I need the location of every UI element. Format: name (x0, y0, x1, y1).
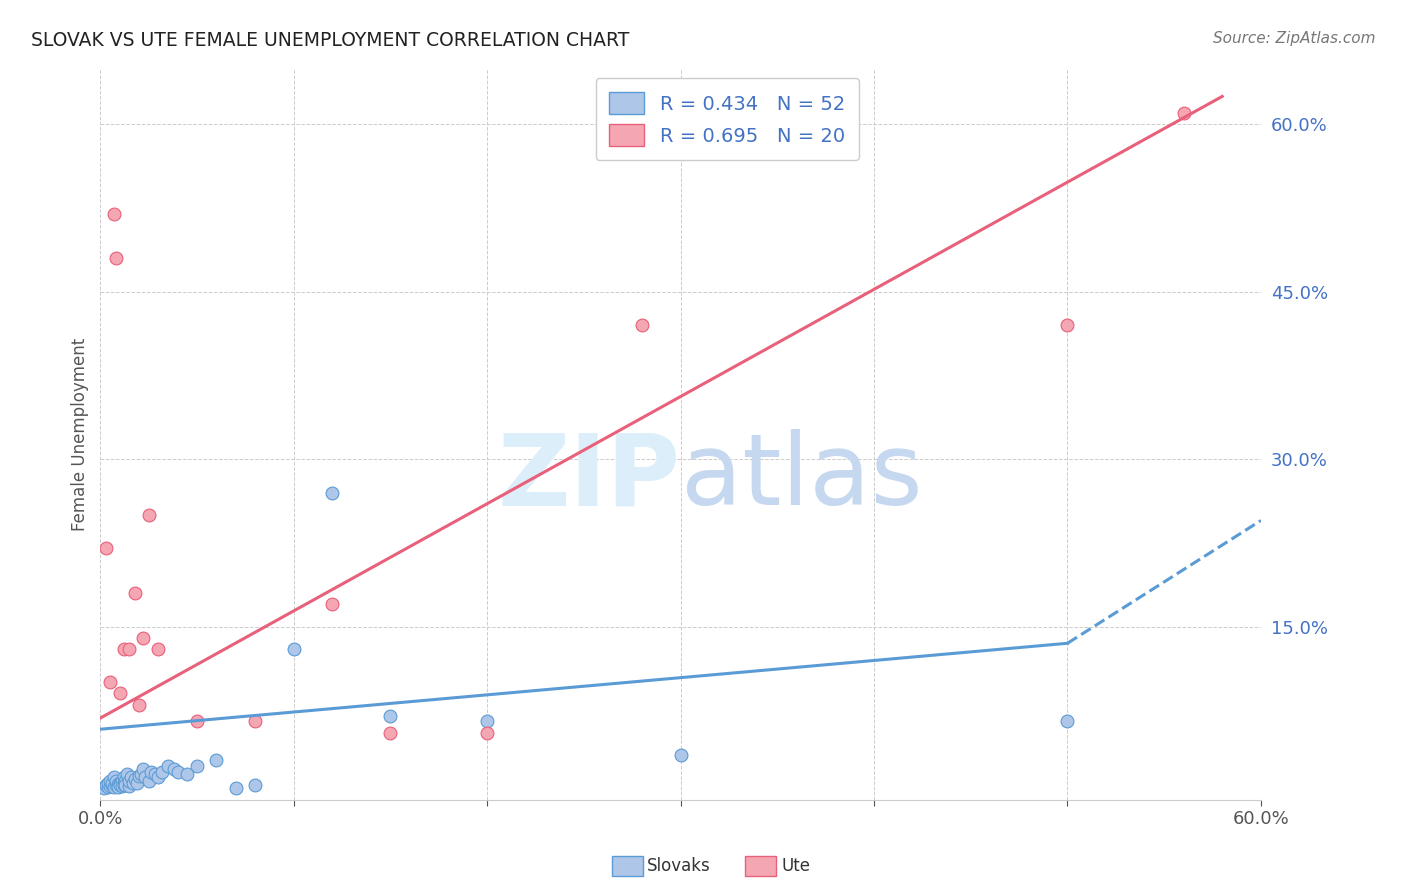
Point (104, 252, 127, 266)
Point (321, 485, 343, 500)
Point (111, 779, 134, 793)
Point (108, 686, 131, 700)
Point (114, 773, 136, 788)
Point (128, 698, 150, 712)
Point (129, 767, 152, 781)
Point (93, 781, 115, 796)
Point (124, 586, 146, 600)
Point (96, 541, 118, 556)
Text: SLOVAK VS UTE FEMALE UNEMPLOYMENT CORRELATION CHART: SLOVAK VS UTE FEMALE UNEMPLOYMENT CORREL… (31, 31, 630, 50)
Point (98, 675, 121, 690)
Text: Ute: Ute (782, 857, 811, 875)
Point (243, 778, 266, 792)
Point (132, 631, 155, 645)
Point (114, 778, 136, 792)
Point (98, 773, 121, 788)
Point (117, 767, 139, 781)
Point (120, 770, 142, 784)
Point (148, 770, 170, 784)
Point (118, 773, 141, 788)
Text: Slovaks: Slovaks (647, 857, 710, 875)
Point (225, 781, 247, 796)
Text: atlas: atlas (681, 429, 922, 526)
Point (124, 772, 146, 787)
Point (1056, 318, 1078, 333)
Point (163, 763, 186, 777)
Point (104, 773, 127, 788)
Point (107, 780, 129, 795)
Point (108, 778, 131, 792)
Legend: R = 0.434   N = 52, R = 0.695   N = 20: R = 0.434 N = 52, R = 0.695 N = 20 (596, 78, 859, 160)
Point (111, 773, 134, 788)
Point (103, 780, 125, 795)
Point (118, 779, 141, 793)
Point (321, 597, 343, 611)
Point (112, 770, 135, 784)
Point (186, 714, 208, 729)
Point (186, 759, 208, 773)
Point (138, 508, 160, 522)
Point (103, 770, 125, 784)
Point (122, 776, 145, 790)
Point (631, 318, 654, 333)
Point (157, 759, 180, 773)
Point (380, 708, 402, 723)
Text: Source: ZipAtlas.com: Source: ZipAtlas.com (1212, 31, 1375, 46)
Point (98, 779, 121, 793)
Point (283, 641, 305, 656)
Point (166, 764, 188, 779)
Point (108, 776, 131, 790)
Point (150, 764, 173, 779)
Point (477, 725, 499, 739)
Point (101, 778, 124, 792)
Point (143, 767, 166, 781)
Point (107, 777, 129, 791)
Point (103, 206, 125, 220)
Point (118, 641, 141, 656)
Point (97, 776, 120, 790)
Point (104, 778, 127, 792)
Point (669, 747, 692, 762)
Point (112, 778, 135, 792)
Point (243, 714, 266, 729)
Point (1173, 106, 1195, 120)
Point (139, 764, 162, 779)
Y-axis label: Female Unemployment: Female Unemployment (72, 337, 89, 531)
Point (132, 763, 155, 777)
Point (138, 773, 160, 788)
Point (97, 780, 120, 795)
Point (134, 770, 156, 784)
Point (148, 641, 170, 656)
Point (380, 725, 402, 739)
Point (477, 714, 499, 729)
Point (96, 778, 118, 792)
Point (112, 641, 135, 656)
Text: ZIP: ZIP (498, 429, 681, 526)
Point (128, 769, 150, 783)
Point (176, 767, 198, 781)
Point (101, 776, 124, 790)
Point (127, 776, 149, 790)
Point (1056, 714, 1078, 729)
Point (205, 754, 228, 768)
